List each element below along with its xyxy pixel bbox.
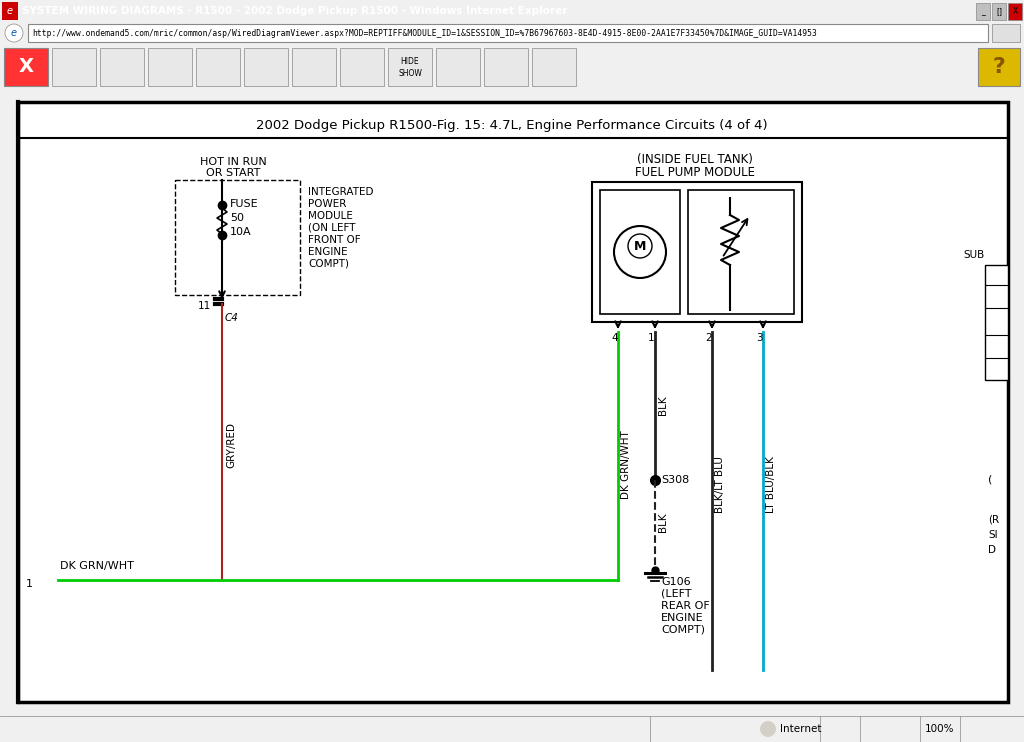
Bar <box>484 48 528 86</box>
Text: OR START: OR START <box>206 168 260 178</box>
Text: 2002 Dodge Pickup R1500-Fig. 15: 4.7L, Engine Performance Circuits (4 of 4): 2002 Dodge Pickup R1500-Fig. 15: 4.7L, E… <box>256 119 768 131</box>
Text: SI: SI <box>988 530 997 540</box>
Bar <box>340 48 384 86</box>
Text: 100%: 100% <box>926 724 954 734</box>
Text: REAR OF: REAR OF <box>662 601 710 611</box>
Text: MODULE: MODULE <box>308 211 353 221</box>
Bar <box>1008 3 1022 20</box>
Text: (R: (R <box>988 515 999 525</box>
Text: 2: 2 <box>705 333 712 343</box>
Bar <box>688 190 794 314</box>
Text: D: D <box>988 545 996 555</box>
Text: INTEGRATED: INTEGRATED <box>308 187 374 197</box>
Text: HOT IN RUN: HOT IN RUN <box>200 157 266 167</box>
Bar <box>532 48 575 86</box>
Text: 1: 1 <box>26 579 33 589</box>
Bar <box>436 48 480 86</box>
Text: 4: 4 <box>611 333 617 343</box>
Bar <box>148 48 193 86</box>
Text: S308: S308 <box>662 475 689 485</box>
Text: X: X <box>1013 7 1018 16</box>
Text: (ON LEFT: (ON LEFT <box>308 223 355 233</box>
Bar <box>992 24 1020 42</box>
Circle shape <box>5 24 23 42</box>
Text: (LEFT: (LEFT <box>662 589 691 599</box>
Bar <box>244 48 288 86</box>
Text: FRONT OF: FRONT OF <box>308 235 360 245</box>
Text: (INSIDE FUEL TANK): (INSIDE FUEL TANK) <box>637 154 753 166</box>
Text: GRY/RED: GRY/RED <box>226 422 236 468</box>
Bar <box>100 48 144 86</box>
Text: _: _ <box>981 7 985 16</box>
Text: DK GRN/WHT: DK GRN/WHT <box>60 561 134 571</box>
Bar <box>978 48 1020 86</box>
Text: FUEL PUMP MODULE: FUEL PUMP MODULE <box>635 165 755 179</box>
Text: LT BLU/BLK: LT BLU/BLK <box>766 456 776 513</box>
Bar <box>196 48 240 86</box>
Text: COMPT): COMPT) <box>662 625 705 635</box>
Text: 11: 11 <box>198 301 211 311</box>
Text: BLK: BLK <box>658 512 668 532</box>
Bar <box>4 48 48 86</box>
Text: HIDE: HIDE <box>400 57 419 67</box>
Text: 1: 1 <box>648 333 654 343</box>
Text: SHOW: SHOW <box>398 70 422 79</box>
Text: DK GRN/WHT: DK GRN/WHT <box>621 430 631 499</box>
Bar <box>985 265 1008 380</box>
Text: 50: 50 <box>230 213 244 223</box>
Text: ENGINE: ENGINE <box>662 613 703 623</box>
Bar <box>592 182 802 322</box>
Text: 10A: 10A <box>230 227 252 237</box>
Text: G106: G106 <box>662 577 690 587</box>
Text: POWER: POWER <box>308 199 346 209</box>
Text: BLK/LT BLU: BLK/LT BLU <box>715 456 725 513</box>
Bar <box>976 3 990 20</box>
Text: SYSTEM WIRING DIAGRAMS - R1500 - 2002 Dodge Pickup R1500 - Windows Internet Expl: SYSTEM WIRING DIAGRAMS - R1500 - 2002 Do… <box>22 6 567 16</box>
Bar <box>992 3 1006 20</box>
Text: e: e <box>11 28 17 38</box>
Bar <box>292 48 336 86</box>
Circle shape <box>760 721 776 737</box>
Circle shape <box>614 226 666 278</box>
Bar <box>28 24 988 42</box>
Text: SUB: SUB <box>964 250 985 260</box>
Bar <box>52 48 96 86</box>
Text: FUSE: FUSE <box>230 199 259 209</box>
Text: e: e <box>7 6 13 16</box>
Text: C4: C4 <box>225 313 239 323</box>
Text: 3: 3 <box>756 333 763 343</box>
Bar <box>388 48 432 86</box>
Text: BLK: BLK <box>658 395 668 415</box>
Text: ?: ? <box>992 57 1006 77</box>
Text: (: ( <box>988 475 992 485</box>
Text: Internet: Internet <box>780 724 821 734</box>
Bar <box>2 2 18 20</box>
Bar <box>600 190 680 314</box>
Bar <box>175 180 300 295</box>
Text: []: [] <box>996 7 1002 16</box>
Text: X: X <box>18 57 34 76</box>
Text: COMPT): COMPT) <box>308 259 349 269</box>
Circle shape <box>628 234 652 258</box>
Text: ENGINE: ENGINE <box>308 247 347 257</box>
Text: http://www.ondemand5.com/mric/common/asp/WiredDiagramViewer.aspx?MOD=REPTIFF&MOD: http://www.ondemand5.com/mric/common/asp… <box>32 28 817 38</box>
Text: M: M <box>634 240 646 252</box>
